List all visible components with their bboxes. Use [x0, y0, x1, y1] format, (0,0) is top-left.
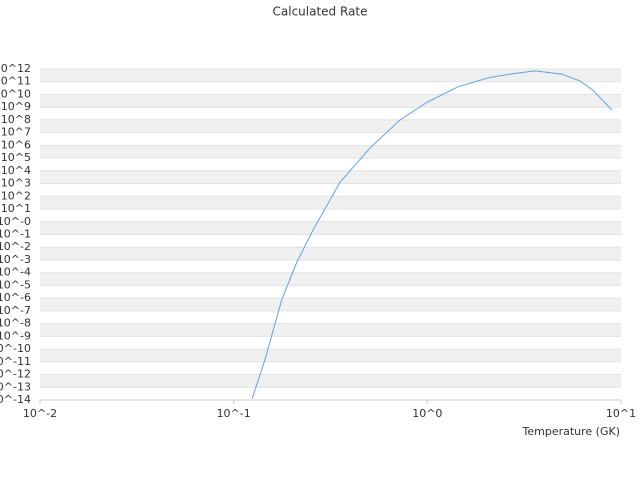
grid-band [40, 221, 621, 235]
y-tick-label: 10^9 [1, 100, 31, 113]
grid-band [40, 119, 621, 133]
y-tick-label: 10^-2 [0, 240, 31, 253]
y-tick-label: 10^-12 [0, 368, 31, 381]
y-tick-label: 10^-9 [0, 329, 31, 342]
y-tick-label: 10^-1 [0, 228, 31, 241]
y-tick-label: 10^-5 [0, 278, 31, 291]
grid-band [40, 247, 621, 260]
y-tick-label: 10^-4 [0, 266, 31, 279]
y-tick-label: 10^6 [1, 138, 31, 151]
y-tick-label: 10^8 [1, 113, 31, 126]
y-tick-label: 10^-8 [0, 317, 31, 330]
x-tick-label: 10^1 [606, 407, 636, 420]
y-tick-label: 10^2 [1, 189, 31, 202]
y-tick-label: 10^5 [1, 151, 31, 164]
grid-band [40, 69, 621, 82]
x-axis-label: Temperature (GK) [522, 425, 621, 438]
y-tick-label: 10^-7 [0, 304, 31, 317]
y-tick-label: 10^-11 [0, 355, 31, 368]
y-tick-label: 10^1 [1, 202, 31, 215]
y-tick-label: 10^11 [0, 75, 31, 88]
y-tick-label: 10^-6 [0, 291, 31, 304]
x-tick-label: 10^0 [412, 407, 442, 420]
series-line [251, 70, 613, 399]
y-tick-label: 10^-10 [0, 342, 31, 355]
y-tick-label: 10^4 [1, 164, 31, 177]
grid-band [40, 145, 621, 159]
grid-band [40, 94, 621, 108]
grid-band [40, 196, 621, 210]
y-tick-label: 10^12 [0, 62, 31, 75]
y-tick-label: 10^7 [1, 126, 31, 139]
y-tick-label: 10^3 [1, 177, 31, 190]
y-tick-label: 10^-3 [0, 253, 31, 266]
grid-band [40, 374, 621, 388]
x-tick-label: 10^-2 [23, 407, 57, 420]
grid-band [40, 298, 621, 311]
y-tick-label: 10^-13 [0, 380, 31, 393]
grid-band [40, 349, 621, 362]
x-tick-label: 10^-1 [217, 407, 251, 420]
chart-title: Calculated Rate [273, 5, 368, 19]
y-tick-label: 10^-14 [0, 393, 31, 406]
grid-band [40, 323, 621, 337]
y-tick-label: 10^-0 [0, 215, 31, 228]
y-tick-label: 10^10 [0, 87, 31, 100]
grid-band [40, 170, 621, 184]
grid-band [40, 272, 621, 286]
